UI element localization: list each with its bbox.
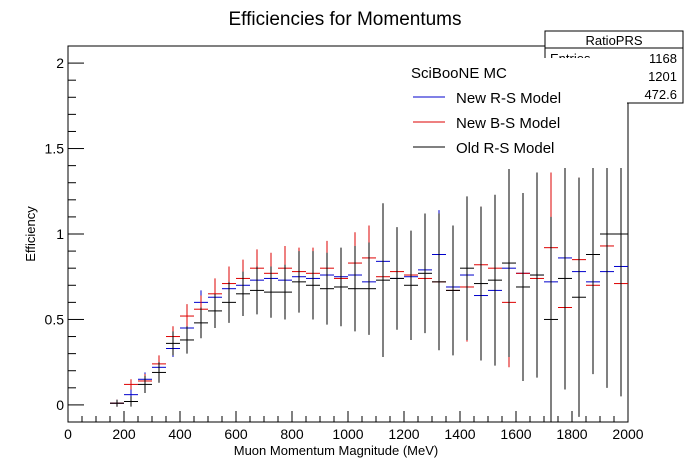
data-point xyxy=(236,271,250,317)
data-point xyxy=(558,167,572,390)
data-point xyxy=(488,194,502,366)
y-tick-label: 0 xyxy=(56,397,64,413)
data-point xyxy=(278,264,292,320)
x-tick-label: 600 xyxy=(224,426,248,442)
stats-row-value: 1201 xyxy=(648,69,677,84)
x-tick-label: 1600 xyxy=(500,426,531,442)
chart-title: Efficiencies for Momentums xyxy=(228,9,461,30)
data-point xyxy=(334,247,348,327)
data-point xyxy=(586,134,600,375)
data-point xyxy=(124,379,138,390)
data-point xyxy=(544,216,558,422)
data-point xyxy=(124,396,138,407)
x-tick-label: 200 xyxy=(112,426,136,442)
data-point xyxy=(362,242,376,335)
x-tick-label: 400 xyxy=(168,426,192,442)
data-point xyxy=(530,172,544,378)
legend: SciBooNE MC New R-S Model New B-S Model Ol… xyxy=(400,58,627,168)
x-tick-label: 2000 xyxy=(612,426,643,442)
data-point xyxy=(180,326,194,354)
data-point xyxy=(292,251,306,313)
y-tick-label: 1.5 xyxy=(45,141,65,157)
data-point xyxy=(390,227,404,330)
data-point xyxy=(194,307,208,339)
x-tick-label: 1400 xyxy=(444,426,475,442)
stats-row-value: 1168 xyxy=(649,51,677,66)
data-point xyxy=(474,206,488,361)
y-tick-label: 0.5 xyxy=(45,311,65,327)
stats-title: RatioPRS xyxy=(585,33,642,48)
data-point xyxy=(516,192,530,381)
data-point xyxy=(222,281,236,323)
data-point xyxy=(152,362,166,383)
data-point xyxy=(460,196,474,340)
series-2 xyxy=(110,71,628,422)
x-axis-label: Muon Momentum Magnitude (MeV) xyxy=(234,443,438,458)
data-point xyxy=(418,213,432,334)
data-point xyxy=(572,177,586,417)
data-point xyxy=(320,252,334,325)
data-point xyxy=(404,230,418,340)
data-point xyxy=(166,331,180,356)
y-tick-label: 2 xyxy=(56,55,64,71)
data-point xyxy=(250,266,264,315)
legend-entry-label: Old R-S Model xyxy=(456,140,554,157)
legend-header: SciBooNE MC xyxy=(411,65,507,82)
legend-entry-label: New B-S Model xyxy=(456,115,560,132)
series-layer xyxy=(110,71,628,422)
data-point xyxy=(502,169,516,358)
axes: 0 200 400 600 800 1000 1200 1400 1600 1800 2000 0 0.… xyxy=(45,45,644,442)
stats-row-value: 472.6 xyxy=(644,87,677,102)
x-tick-label: 800 xyxy=(280,426,304,442)
data-point xyxy=(264,266,278,318)
data-point xyxy=(138,375,152,393)
y-axis-label: Efficiency xyxy=(23,206,38,262)
data-point xyxy=(348,245,362,332)
data-point xyxy=(432,213,446,351)
legend-background xyxy=(400,58,627,168)
data-point xyxy=(208,293,222,328)
x-tick-label: 1800 xyxy=(556,426,587,442)
y-tick-label: 1 xyxy=(56,226,64,242)
data-point xyxy=(110,399,124,407)
data-point xyxy=(376,203,390,358)
x-tick-label: 1000 xyxy=(332,426,363,442)
data-point xyxy=(180,304,194,328)
legend-entry-label: New R-S Model xyxy=(456,90,561,107)
x-tick-label: 0 xyxy=(64,426,72,442)
data-point xyxy=(306,251,320,320)
data-point xyxy=(446,225,460,356)
x-tick-label: 1200 xyxy=(388,426,419,442)
